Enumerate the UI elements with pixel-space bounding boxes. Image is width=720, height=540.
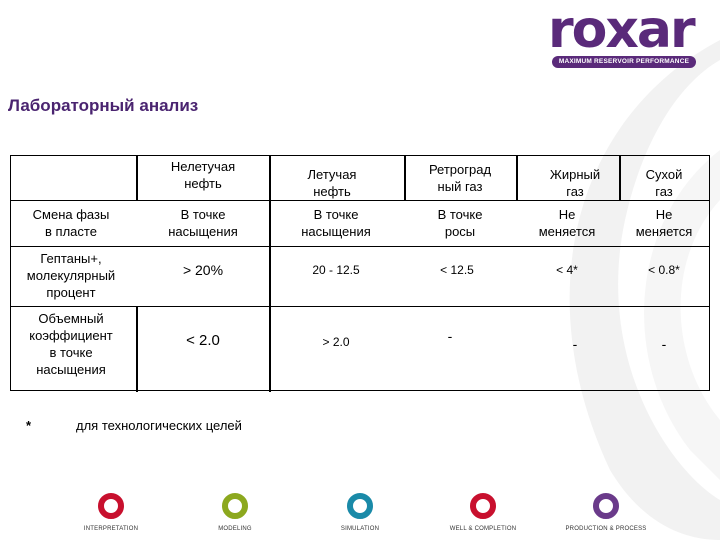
table-cell: В точке росы [437,207,483,239]
column-header: Нелетучая нефть [170,159,236,191]
table-cell: > 20% [182,262,224,278]
workflow-label: SIMULATION [340,526,380,532]
column-header: Ретроград ный газ [428,162,492,194]
table-cell: - [661,336,667,352]
workflow-label: INTERPRETATION [83,526,139,532]
row-label: Смена фазы в пласте [32,207,110,239]
workflow-ring-icon [347,493,373,519]
table-rule [11,200,709,201]
workflow-label: MODELING [218,526,252,532]
table-cell: В точке насыщения [168,207,238,239]
column-header: Жирный газ [549,167,601,199]
logo-wordmark: roxar [548,0,696,60]
table-divider [619,156,621,200]
footer-workflow-bar: INTERPRETATION MODELING SIMULATION WELL & C… [0,490,720,540]
footnote-text: для технологических целей [76,418,242,433]
workflow-label: WELL & COMPLETION [449,526,517,532]
column-header: Сухой газ [645,167,683,199]
table-divider [269,156,271,392]
table-cell: - [572,336,578,352]
workflow-ring-icon [222,493,248,519]
row-label: Объемный коэффициент в точке насыщения [29,311,113,377]
footnote-marker: * [26,418,32,433]
page-title: Лабораторный анализ [8,96,199,115]
table-divider [516,156,518,200]
table-divider [136,156,138,200]
table-divider [136,306,138,392]
table-cell: В точке насыщения [301,207,371,239]
workflow-ring-icon [98,493,124,519]
table-cell: < 4* [556,263,578,277]
table-cell: < 12.5 [440,263,474,277]
table-cell: Не меняется [538,207,596,239]
table-divider [404,156,406,200]
logo-tagline: MAXIMUM RESERVOIR PERFORMANCE [552,56,696,68]
table-cell: Не меняется [635,207,693,239]
table-cell: > 2.0 [322,335,350,349]
workflow-ring-icon [593,493,619,519]
column-header: Летучая нефть [307,167,357,199]
workflow-ring-icon [470,493,496,519]
table-cell: 20 - 12.5 [312,263,360,277]
table-cell: < 2.0 [186,332,220,349]
table-cell: < 0.8* [648,263,680,277]
workflow-label: PRODUCTION & PROCESS [565,526,647,532]
table-rule [11,246,709,247]
roxar-logo: roxar MAXIMUM RESERVOIR PERFORMANCE [548,0,698,68]
table-cell: - [447,328,453,344]
lab-analysis-table: Нелетучая нефть Летучая нефть Ретроград ный г… [10,155,710,392]
table-rule [11,306,709,307]
background-swoosh [569,40,720,540]
row-label: Гептаны+, молекулярный процент [26,251,116,300]
